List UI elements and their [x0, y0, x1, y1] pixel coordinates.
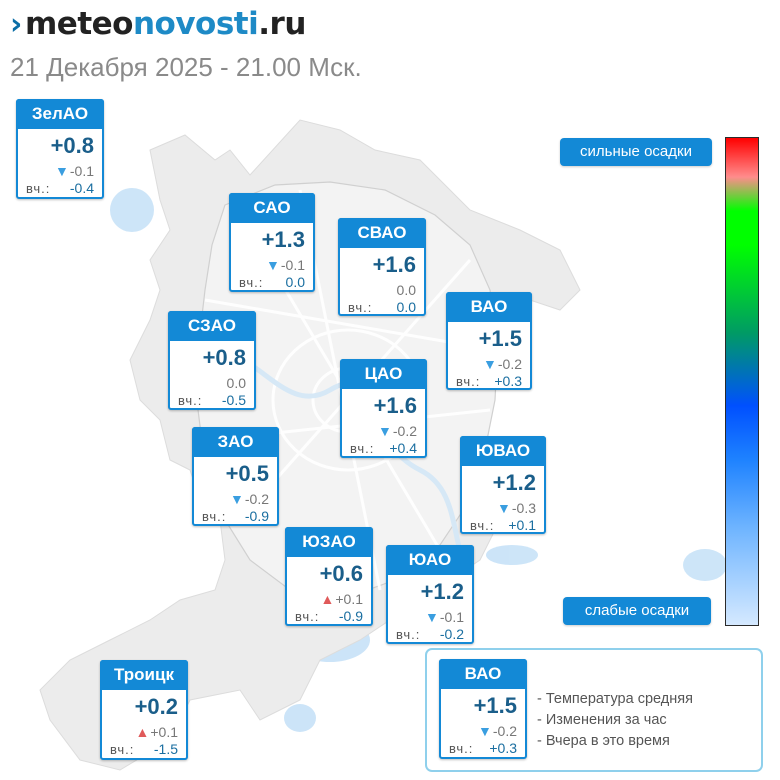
- trend-down-icon: ▼: [55, 163, 69, 179]
- yesterday-value: +0.1: [508, 517, 536, 533]
- legend-line-yesterday: - Вчера в это время: [537, 733, 670, 749]
- avg-temperature: +1.5: [473, 693, 517, 718]
- hourly-change: ▼-0.2: [378, 423, 417, 439]
- legend-line-temperature: - Температура средняя: [537, 691, 693, 707]
- yesterday-label: вч.:: [26, 181, 51, 196]
- yesterday-value: -0.5: [221, 392, 246, 408]
- yesterday-label: вч.:: [178, 393, 203, 408]
- yesterday-value: +0.3: [494, 373, 522, 389]
- avg-temperature: +1.2: [420, 579, 464, 604]
- trend-up-icon: ▲: [320, 591, 335, 607]
- yesterday-label: вч.:: [110, 742, 135, 757]
- district-name: ЮЗАО: [285, 527, 373, 557]
- district-card-tsao: ЦАО +1.6 ▼-0.2 вч.: +0.4: [340, 359, 427, 458]
- district-name: ЮАО: [386, 545, 474, 575]
- yesterday-value: 0.0: [285, 274, 305, 290]
- trend-down-icon: ▼: [378, 423, 392, 439]
- logo-text-ru: .ru: [258, 6, 306, 42]
- yesterday-label: вч.:: [239, 275, 264, 290]
- site-logo[interactable]: › meteonovosti.ru: [10, 6, 306, 42]
- trend-down-icon: ▼: [497, 500, 511, 516]
- precipitation-color-scale: [725, 137, 759, 626]
- yesterday-value: -0.2: [439, 626, 464, 642]
- legend-sample-card: ВАО +1.5 ▼-0.2 вч.: +0.3: [439, 659, 527, 759]
- yesterday-label: вч.:: [456, 374, 481, 389]
- district-name: СВАО: [338, 218, 426, 248]
- district-name: ЦАО: [340, 359, 427, 389]
- heavy-precipitation-label: сильные осадки: [560, 138, 712, 166]
- avg-temperature: +1.6: [373, 393, 417, 418]
- light-precipitation-label: слабые осадки: [563, 597, 711, 625]
- hourly-change: 0.0: [226, 375, 246, 391]
- yesterday-value: -0.4: [69, 180, 94, 196]
- district-card-sao: САО +1.3 ▼-0.1 вч.: 0.0: [229, 193, 315, 292]
- avg-temperature: +0.8: [202, 345, 246, 370]
- district-card-svao: СВАО +1.6 0.0 вч.: 0.0: [338, 218, 426, 316]
- yesterday-label: вч.:: [348, 300, 373, 315]
- avg-temperature: +1.5: [478, 326, 522, 351]
- hourly-change: ▼-0.1: [266, 257, 305, 273]
- yesterday-label: вч.:: [449, 741, 474, 756]
- hourly-change: ▼-0.1: [55, 163, 94, 179]
- district-card-szao: СЗАО +0.8 0.0 вч.: -0.5: [168, 311, 256, 410]
- district-card-yuao: ЮАО +1.2 ▼-0.1 вч.: -0.2: [386, 545, 474, 644]
- trend-down-icon: ▼: [478, 723, 492, 739]
- district-name: СЗАО: [168, 311, 256, 341]
- district-card-yuvao: ЮВАО +1.2 ▼-0.3 вч.: +0.1: [460, 436, 546, 534]
- yesterday-value: -0.9: [338, 608, 363, 624]
- district-card-zao: ЗАО +0.5 ▼-0.2 вч.: -0.9: [192, 427, 279, 526]
- trend-down-icon: ▼: [230, 491, 244, 507]
- district-name: ВАО: [446, 292, 532, 322]
- trend-down-icon: ▼: [483, 356, 497, 372]
- yesterday-value: 0.0: [396, 299, 416, 315]
- yesterday-label: вч.:: [295, 609, 320, 624]
- logo-text-novosti: novosti: [132, 6, 259, 42]
- forecast-datetime: 21 Декабря 2025 - 21.00 Мск.: [10, 52, 362, 82]
- trend-down-icon: ▼: [266, 257, 280, 273]
- hourly-change: ▲+0.1: [135, 724, 179, 740]
- avg-temperature: +1.2: [492, 470, 536, 495]
- legend-box: ВАО +1.5 ▼-0.2 вч.: +0.3 - Температура с…: [425, 648, 763, 772]
- legend-line-change: - Изменения за час: [537, 712, 667, 728]
- avg-temperature: +0.2: [134, 694, 178, 719]
- hourly-change: ▼-0.2: [478, 723, 517, 739]
- hourly-change: ▲+0.1: [320, 591, 364, 607]
- logo-mark: ›: [10, 7, 22, 42]
- yesterday-value: +0.3: [489, 740, 517, 756]
- yesterday-label: вч.:: [202, 509, 227, 524]
- district-card-troitsk: Троицк +0.2 ▲+0.1 вч.: -1.5: [100, 660, 188, 760]
- hourly-change: ▼-0.3: [497, 500, 536, 516]
- avg-temperature: +1.6: [372, 252, 416, 277]
- district-name: ЮВАО: [460, 436, 546, 466]
- district-card-zelao: ЗелАО +0.8 ▼-0.1 вч.: -0.4: [16, 99, 104, 199]
- trend-down-icon: ▼: [425, 609, 439, 625]
- avg-temperature: +0.5: [225, 461, 269, 486]
- district-name: ЗелАО: [16, 99, 104, 129]
- district-name: ВАО: [439, 659, 527, 689]
- district-name: ЗАО: [192, 427, 279, 457]
- yesterday-label: вч.:: [350, 441, 375, 456]
- yesterday-label: вч.:: [470, 518, 495, 533]
- yesterday-value: -0.9: [244, 508, 269, 524]
- district-name: САО: [229, 193, 315, 223]
- hourly-change: 0.0: [396, 282, 416, 298]
- hourly-change: ▼-0.2: [483, 356, 522, 372]
- yesterday-label: вч.:: [396, 627, 421, 642]
- yesterday-value: +0.4: [389, 440, 417, 456]
- avg-temperature: +1.3: [261, 227, 305, 252]
- district-card-yuzao: ЮЗАО +0.6 ▲+0.1 вч.: -0.9: [285, 527, 373, 626]
- yesterday-value: -1.5: [153, 741, 178, 757]
- district-card-vao: ВАО +1.5 ▼-0.2 вч.: +0.3: [446, 292, 532, 390]
- hourly-change: ▼-0.1: [425, 609, 464, 625]
- logo-text-meteo: meteo: [25, 6, 133, 42]
- avg-temperature: +0.8: [50, 133, 94, 158]
- district-name: Троицк: [100, 660, 188, 690]
- hourly-change: ▼-0.2: [230, 491, 269, 507]
- avg-temperature: +0.6: [319, 561, 363, 586]
- trend-up-icon: ▲: [135, 724, 150, 740]
